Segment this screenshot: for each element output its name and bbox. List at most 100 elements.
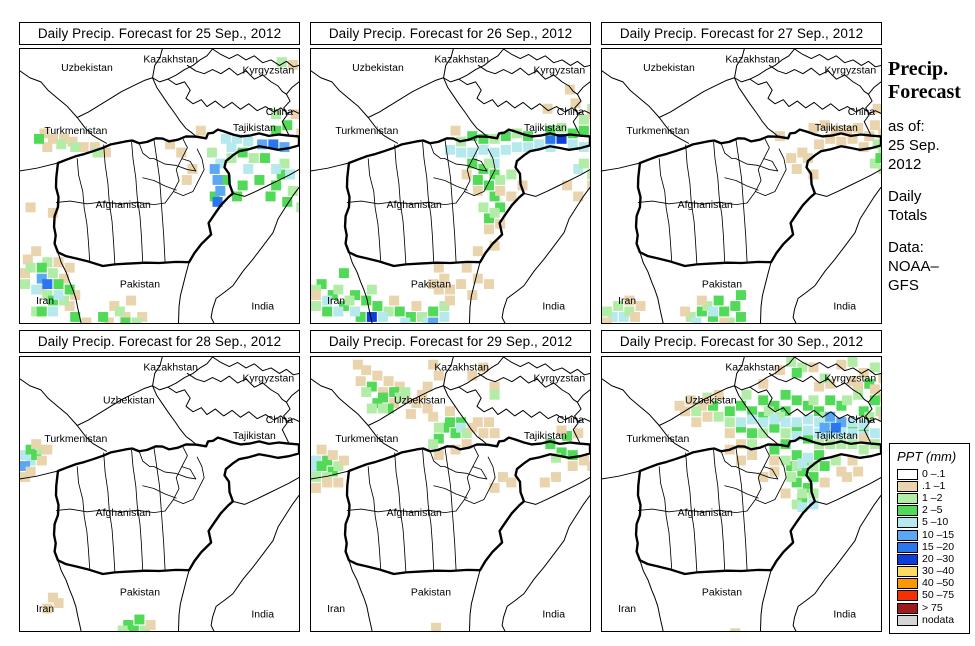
precip-cell — [825, 428, 836, 439]
precip-cell — [825, 411, 836, 422]
map-country-label: Uzbekistan — [103, 396, 155, 407]
province-border-line — [173, 148, 205, 197]
map-country-label: Uzbekistan — [394, 396, 446, 407]
precip-cell — [825, 133, 836, 144]
country-border-line — [458, 78, 590, 114]
precip-cell — [618, 312, 629, 322]
precip-cell — [489, 483, 500, 493]
precip-cell — [114, 306, 125, 317]
precip-cell — [461, 439, 472, 450]
province-border-line — [472, 158, 488, 172]
province-border-line — [173, 456, 205, 505]
precip-cell — [430, 622, 442, 631]
precip-cell — [713, 389, 724, 400]
map-country-label: Uzbekistan — [61, 63, 113, 74]
precip-cell — [276, 169, 287, 180]
precip-cell — [243, 136, 254, 147]
precip-cell — [287, 59, 298, 70]
precip-cell — [556, 122, 567, 133]
precip-cell — [450, 444, 461, 455]
precip-cell — [602, 306, 613, 317]
precip-cell — [769, 455, 780, 466]
precip-cell — [478, 144, 489, 155]
precip-cell — [735, 455, 746, 466]
precip-cell — [377, 392, 389, 403]
precip-cell — [578, 455, 589, 466]
country-border-line — [311, 162, 350, 172]
figure-caption: Precip. Forecast as of: 25 Sep. 2012 Dai… — [888, 58, 975, 295]
legend-entry: 0 –.1 — [897, 468, 969, 480]
precip-cell — [394, 381, 405, 392]
afghanistan-border-line — [52, 128, 299, 268]
precip-cell — [327, 450, 338, 461]
data-source-label: Data: — [888, 239, 924, 256]
precip-cell — [814, 428, 825, 439]
precip-cell — [422, 381, 433, 392]
as-of-date: 25 Sep. — [888, 137, 940, 154]
precip-cell — [791, 430, 802, 441]
map-country-label: India — [833, 609, 856, 620]
precip-cell — [489, 158, 500, 169]
province-border-line — [55, 200, 166, 206]
country-border-line — [734, 77, 779, 138]
precip-cell — [858, 367, 869, 378]
precip-cell — [564, 84, 575, 95]
province-border-line — [142, 177, 177, 191]
precip-cell — [36, 284, 47, 295]
precip-cell — [841, 395, 852, 406]
country-border-line — [794, 357, 881, 376]
map-country-label: Kazakhstan — [143, 55, 198, 66]
precip-cell — [394, 306, 405, 317]
precip-cell — [226, 153, 237, 163]
precip-cell — [747, 450, 758, 461]
precip-cell — [847, 422, 858, 433]
precip-cell — [802, 414, 813, 425]
precip-cell — [59, 133, 70, 144]
panel-title: Daily Precip. Forecast for 27 Sep., 2012 — [601, 22, 882, 45]
precip-cell — [511, 142, 522, 153]
map-country-label: China — [557, 415, 585, 426]
province-border-line — [181, 466, 197, 480]
precip-cell — [209, 164, 220, 174]
precip-cell — [467, 370, 478, 381]
precip-cell — [333, 306, 344, 317]
precip-cell — [747, 428, 758, 439]
precip-cell — [483, 213, 495, 224]
province-border-line — [444, 158, 488, 172]
map-canvas: Uzbekistan Kazakhstan Kyrgyzstan China Turkm… — [310, 48, 591, 324]
precip-cell — [47, 592, 58, 603]
province-border-line — [755, 148, 787, 197]
precip-cell — [602, 317, 613, 323]
precip-cell — [20, 461, 31, 471]
country-border-line — [76, 77, 154, 118]
panel-title: Daily Precip. Forecast for 28 Sep., 2012 — [19, 330, 300, 353]
precip-cell — [841, 125, 852, 136]
data-source-block: Data: NOAA– GFS — [888, 238, 975, 295]
legend-entry-label: > 75 — [922, 601, 943, 614]
precip-cell — [724, 317, 735, 323]
precip-cell — [366, 381, 377, 392]
precip-cell — [696, 400, 707, 411]
precip-cell — [797, 362, 808, 373]
precip-cell — [680, 306, 691, 317]
precip-cell — [875, 153, 881, 163]
map-country-label: India — [542, 301, 565, 312]
precip-cell — [780, 488, 791, 499]
precip-cell — [836, 417, 847, 428]
precip-cell — [814, 417, 825, 428]
precip-cell — [791, 477, 802, 488]
precip-cell — [489, 389, 500, 400]
precip-cell — [53, 290, 64, 300]
country-border-line — [20, 378, 107, 452]
map-country-label: Turkmenistan — [44, 434, 107, 445]
precip-cell — [573, 164, 584, 174]
precip-cell — [713, 295, 724, 306]
precip-cell — [456, 417, 467, 428]
province-border-line — [429, 142, 446, 160]
country-border-line — [152, 49, 163, 79]
precip-cell — [478, 164, 489, 174]
province-border-line — [735, 447, 748, 571]
precip-cell — [708, 312, 719, 322]
precip-cell — [47, 207, 58, 218]
country-border-line — [768, 64, 861, 87]
